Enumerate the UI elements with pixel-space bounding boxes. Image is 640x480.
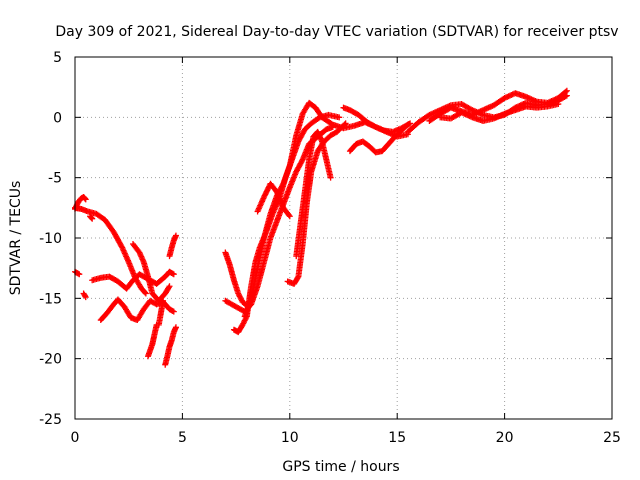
data-point	[563, 87, 570, 94]
y-tick-label: -15	[39, 291, 62, 307]
data-point	[294, 274, 301, 281]
data-point	[172, 232, 179, 239]
x-tick-label: 5	[178, 430, 187, 446]
data-point	[82, 195, 89, 202]
series-arc-8	[129, 241, 173, 304]
series-arc-9	[145, 321, 160, 360]
data-point	[82, 294, 89, 301]
x-tick-label: 10	[281, 430, 299, 446]
series-arc-7	[97, 296, 177, 324]
data-point	[279, 182, 286, 189]
y-tick-label: -25	[39, 412, 62, 428]
series-arc-4	[80, 290, 89, 301]
data-point	[88, 214, 95, 221]
y-tick-label: 0	[53, 110, 62, 126]
axis-ticks: 0 5 10 15 20 25 -25 -20 -15 -10 -5 0 5	[39, 50, 621, 446]
series-arc-17	[254, 180, 293, 220]
y-tick-label: -10	[39, 231, 62, 247]
data-point	[142, 290, 149, 297]
x-tick-label: 25	[603, 430, 621, 446]
series-arc-12	[166, 232, 179, 260]
data-point	[142, 289, 149, 296]
x-tick-label: 20	[496, 430, 514, 446]
series-arc-13	[222, 249, 250, 309]
data-point	[555, 101, 562, 108]
data-marks	[72, 87, 570, 368]
series-arc-2	[72, 204, 149, 297]
data-point	[160, 297, 167, 304]
data-point	[286, 213, 293, 220]
series-arc-16	[241, 99, 411, 320]
x-tick-label: 0	[71, 430, 80, 446]
data-point	[298, 157, 305, 164]
data-point	[165, 284, 172, 291]
data-point	[342, 120, 349, 127]
y-tick-label: -5	[48, 171, 62, 187]
series-arc-21	[340, 104, 414, 135]
y-axis-label: SDTVAR / TECUs	[8, 181, 24, 296]
series-arc-19	[293, 128, 334, 260]
data-point	[89, 215, 96, 222]
data-point	[166, 283, 173, 290]
data-point	[562, 88, 569, 95]
data-point	[405, 121, 412, 128]
y-tick-label: 5	[53, 50, 62, 66]
series-arc-20	[346, 121, 411, 156]
y-tick-label: -20	[39, 352, 62, 368]
series-arc-22	[404, 92, 570, 135]
data-point	[327, 174, 334, 181]
series-arc-10	[155, 297, 167, 328]
data-point	[341, 121, 348, 128]
series-arc-6	[89, 268, 177, 292]
series-arc-3	[72, 268, 83, 278]
data-point	[76, 271, 83, 278]
series-arc-24	[437, 101, 562, 124]
data-point	[371, 123, 378, 130]
x-tick-label: 15	[388, 430, 406, 446]
series-arc-5	[87, 213, 96, 222]
x-axis-label: GPS time / hours	[282, 459, 399, 475]
data-point	[170, 271, 177, 278]
data-point	[82, 196, 89, 203]
data-point	[285, 212, 292, 219]
data-point	[170, 308, 177, 315]
grid	[75, 57, 612, 419]
data-point	[172, 324, 179, 331]
data-point	[336, 114, 343, 121]
series-arc-11	[162, 324, 179, 368]
data-point	[407, 120, 414, 127]
data-point	[82, 292, 89, 299]
chart-title: Day 309 of 2021, Sidereal Day-to-day VTE…	[55, 24, 618, 40]
